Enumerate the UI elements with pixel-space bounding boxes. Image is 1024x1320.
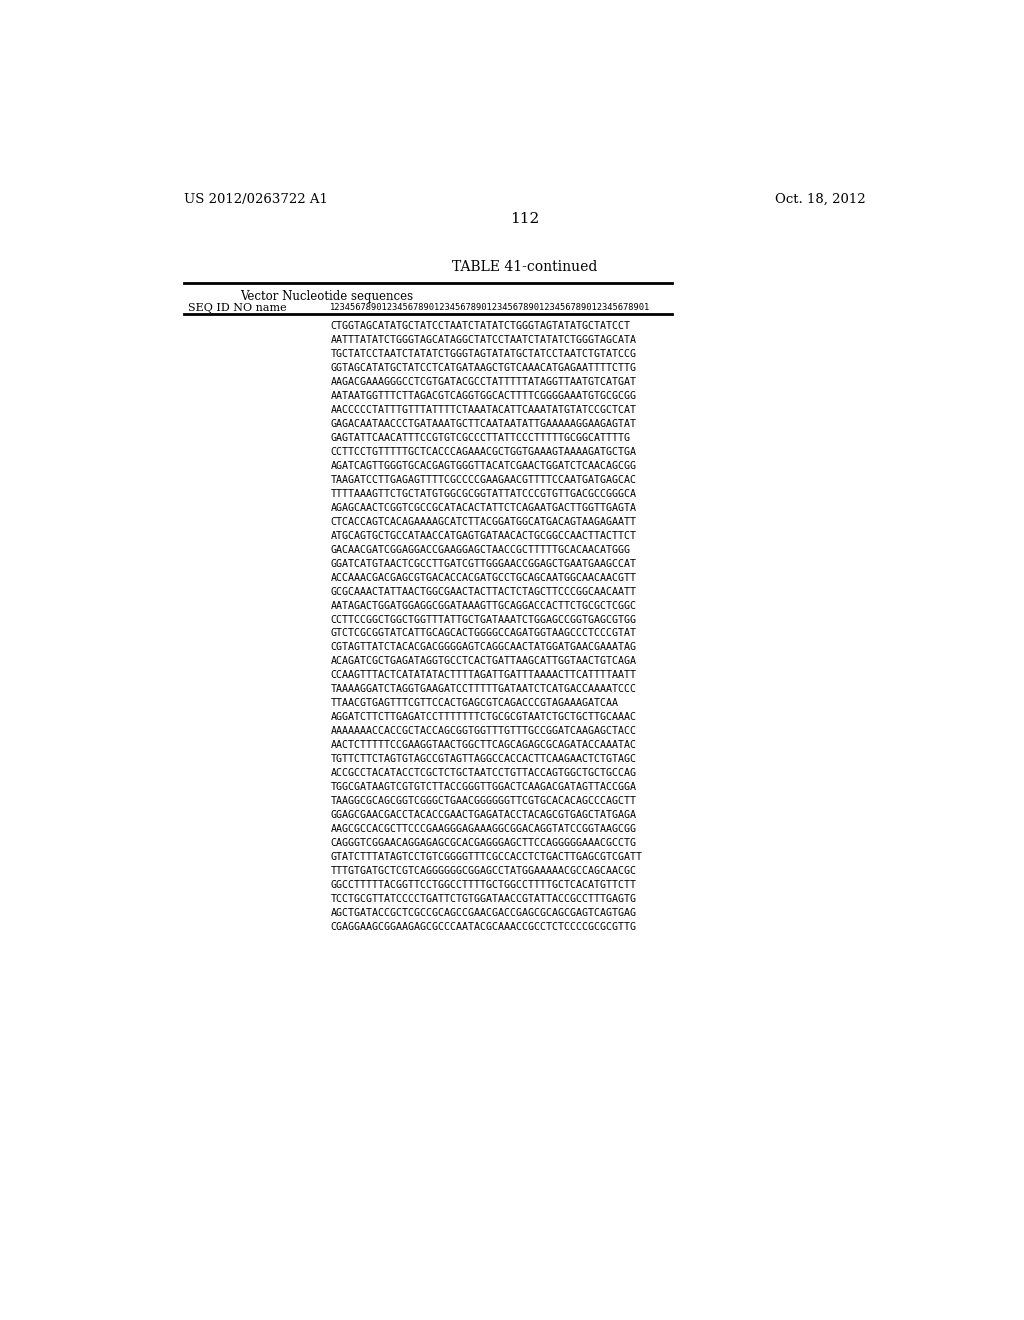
- Text: GGAGCGAACGACCTACACCGAACTGAGATACCTACAGCGTGAGCTATGAGA: GGAGCGAACGACCTACACCGAACTGAGATACCTACAGCGT…: [331, 810, 636, 820]
- Text: TGGCGATAAGTCGTGTCTTACCGGGTTGGACTCAAGACGATAGTTACCGGA: TGGCGATAAGTCGTGTCTTACCGGGTTGGACTCAAGACGA…: [331, 783, 636, 792]
- Text: AGCTGATACCGCTCGCCGCAGCCGAACGACCGAGCGCAGCGAGTCAGTGAG: AGCTGATACCGCTCGCCGCAGCCGAACGACCGAGCGCAGC…: [331, 908, 636, 917]
- Text: GAGACAATAACCCTGATAAATGCTTCAATAATATTGAAAAAGGAAGAGTAT: GAGACAATAACCCTGATAAATGCTTCAATAATATTGAAAA…: [331, 418, 636, 429]
- Text: GACAACGATCGGAGGACCGAAGGAGCTAACCGCTTTTTGCACAACATGGG: GACAACGATCGGAGGACCGAAGGAGCTAACCGCTTTTTGC…: [331, 545, 631, 554]
- Text: GGTAGCATATGCTATCCTCATGATAAGCTGTCAAACATGAGAATTTTCTTG: GGTAGCATATGCTATCCTCATGATAAGCTGTCAAACATGA…: [331, 363, 636, 374]
- Text: ACAGATCGCTGAGATAGGTGCCTCACTGATTAAGCATTGGTAACTGTCAGA: ACAGATCGCTGAGATAGGTGCCTCACTGATTAAGCATTGG…: [331, 656, 636, 667]
- Text: AACTCTTTTTCCGAAGGTAACTGGCTTCAGCAGAGCGCAGATACCAAATAC: AACTCTTTTTCCGAAGGTAACTGGCTTCAGCAGAGCGCAG…: [331, 741, 636, 750]
- Text: GGCCTTTTTACGGTTCCTGGCCTTTTGCTGGCCTTTTGCTCACATGTTCTT: GGCCTTTTTACGGTTCCTGGCCTTTTGCTGGCCTTTTGCT…: [331, 880, 636, 890]
- Text: TTTTAAAGTTCTGCTATGTGGCGCGGTATTATCCCGTGTTGACGCCGGGCA: TTTTAAAGTTCTGCTATGTGGCGCGGTATTATCCCGTGTT…: [331, 488, 636, 499]
- Text: TTAACGTGAGTTTCGTTCCACTGAGCGTCAGACCCGTAGAAAGATCAA: TTAACGTGAGTTTCGTTCCACTGAGCGTCAGACCCGTAGA…: [331, 698, 618, 709]
- Text: CCTTCCGGCTGGCTGGTTTATTGCTGATAAATCTGGAGCCGGTGAGCGTGG: CCTTCCGGCTGGCTGGTTTATTGCTGATAAATCTGGAGCC…: [331, 615, 636, 624]
- Text: Vector Nucleotide sequences: Vector Nucleotide sequences: [240, 289, 413, 302]
- Text: CGTAGTTATCTACACGACGGGGAGTCAGGCAACTATGGATGAACGAAATAG: CGTAGTTATCTACACGACGGGGAGTCAGGCAACTATGGAT…: [331, 643, 636, 652]
- Text: SEQ ID NO name: SEQ ID NO name: [187, 302, 286, 313]
- Text: AAGCGCCACGCTTCCCGAAGGGAGAAAGGCGGACAGGTATCCGGTAAGCGG: AAGCGCCACGCTTCCCGAAGGGAGAAAGGCGGACAGGTAT…: [331, 824, 636, 834]
- Text: AATTTATATCTGGGTAGCATAGGCTATCCTAATCTATATCTGGGTAGCATA: AATTTATATCTGGGTAGCATAGGCTATCCTAATCTATATC…: [331, 335, 636, 345]
- Text: TGTTCTTCTAGTGTAGCCGTAGTTAGGCCACCACTTCAAGAACTCTGTAGC: TGTTCTTCTAGTGTAGCCGTAGTTAGGCCACCACTTCAAG…: [331, 754, 636, 764]
- Text: GTATCTTTATAGTCCTGTCGGGGTTTCGCCACCTCTGACTTGAGCGTCGATT: GTATCTTTATAGTCCTGTCGGGGTTTCGCCACCTCTGACT…: [331, 853, 642, 862]
- Text: GAGTATTCAACATTTCCGTGTCGCCCTTATTCCCTTTTTGCGGCATTTTG: GAGTATTCAACATTTCCGTGTCGCCCTTATTCCCTTTTTG…: [331, 433, 631, 442]
- Text: US 2012/0263722 A1: US 2012/0263722 A1: [183, 193, 328, 206]
- Text: CCAAGTTTACTCATATATACTTTTAGATTGATTTAAAACTTCATTTTAATT: CCAAGTTTACTCATATATACTTTTAGATTGATTTAAAACT…: [331, 671, 636, 680]
- Text: CCTTCCTGTTTTTGCTCACCCAGAAACGCTGGTGAAAGTAAAAGATGCTGA: CCTTCCTGTTTTTGCTCACCCAGAAACGCTGGTGAAAGTA…: [331, 446, 636, 457]
- Text: AACCCCCTATTTGTTTATTTTCTAAATACATTCAAATATGTATCCGCTCAT: AACCCCCTATTTGTTTATTTTCTAAATACATTCAAATATG…: [331, 405, 636, 414]
- Text: AAAAAAACCACCGCTACCAGCGGTGGTTTGTTTGCCGGATCAAGAGCTACC: AAAAAAACCACCGCTACCAGCGGTGGTTTGTTTGCCGGAT…: [331, 726, 636, 737]
- Text: 1234567890123456789012345678901234567890123456789012345678901: 1234567890123456789012345678901234567890…: [331, 302, 650, 312]
- Text: TTTGTGATGCTCGTCAGGGGGGCGGAGCCTATGGAAAAACGCCAGCAACGC: TTTGTGATGCTCGTCAGGGGGGCGGAGCCTATGGAAAAAC…: [331, 866, 636, 876]
- Text: TAAGATCCTTGAGAGTTTTCGCCCCGAAGAACGTTTTCCAATGATGAGCAC: TAAGATCCTTGAGAGTTTTCGCCCCGAAGAACGTTTTCCA…: [331, 475, 636, 484]
- Text: TGCTATCCTAATCTATATCTGGGTAGTATATGCTATCCTAATCTGTATCCG: TGCTATCCTAATCTATATCTGGGTAGTATATGCTATCCTA…: [331, 348, 636, 359]
- Text: 112: 112: [510, 213, 540, 226]
- Text: CGAGGAAGCGGAAGAGCGCCCAATACGCAAACCGCCTCTCCCCGCGCGTTG: CGAGGAAGCGGAAGAGCGCCCAATACGCAAACCGCCTCTC…: [331, 921, 636, 932]
- Text: CAGGGTCGGAACAGGAGAGCGCACGAGGGAGCTTCCAGGGGGAAACGCCTG: CAGGGTCGGAACAGGAGAGCGCACGAGGGAGCTTCCAGGG…: [331, 838, 636, 849]
- Text: AAGACGAAAGGGCCTCGTGATACGCCTATTTTTATAGGTTAATGTCATGAT: AAGACGAAAGGGCCTCGTGATACGCCTATTTTTATAGGTT…: [331, 378, 636, 387]
- Text: GCGCAAACTATTAACTGGCGAACTACTTACTCTAGCTTCCCGGCAACAATT: GCGCAAACTATTAACTGGCGAACTACTTACTCTAGCTTCC…: [331, 586, 636, 597]
- Text: AATAATGGTTTCTTAGACGTCAGGTGGCACTTTTCGGGGAAATGTGCGCGG: AATAATGGTTTCTTAGACGTCAGGTGGCACTTTTCGGGGA…: [331, 391, 636, 401]
- Text: AATAGACTGGATGGAGGCGGATAAAGTTGCAGGACCACTTCTGCGCTCGGC: AATAGACTGGATGGAGGCGGATAAAGTTGCAGGACCACTT…: [331, 601, 636, 611]
- Text: AGATCAGTTGGGTGCACGAGTGGGTTACATCGAACTGGATCTCAACAGCGG: AGATCAGTTGGGTGCACGAGTGGGTTACATCGAACTGGAT…: [331, 461, 636, 471]
- Text: ATGCAGTGCTGCCATAACCATGAGTGATAACACTGCGGCCAACTTACTTCT: ATGCAGTGCTGCCATAACCATGAGTGATAACACTGCGGCC…: [331, 531, 636, 541]
- Text: GTCTCGCGGTATCATTGCAGCACTGGGGCCAGATGGTAAGCCCTCCCGTAT: GTCTCGCGGTATCATTGCAGCACTGGGGCCAGATGGTAAG…: [331, 628, 636, 639]
- Text: GGATCATGTAACTCGCCTTGATCGTTGGGAACCGGAGCTGAATGAAGCCAT: GGATCATGTAACTCGCCTTGATCGTTGGGAACCGGAGCTG…: [331, 558, 636, 569]
- Text: ACCGCCTACATACCTCGCTCTGCTAATCCTGTTACCAGTGGCTGCTGCCAG: ACCGCCTACATACCTCGCTCTGCTAATCCTGTTACCAGTG…: [331, 768, 636, 779]
- Text: TABLE 41-continued: TABLE 41-continued: [453, 260, 597, 275]
- Text: AGAGCAACTCGGTCGCCGCATACACTATTCTCAGAATGACTTGGTTGAGTA: AGAGCAACTCGGTCGCCGCATACACTATTCTCAGAATGAC…: [331, 503, 636, 512]
- Text: CTCACCAGTCACAGAAAAGCATCTTACGGATGGCATGACAGTAAGAGAATT: CTCACCAGTCACAGAAAAGCATCTTACGGATGGCATGACA…: [331, 516, 636, 527]
- Text: ACCAAACGACGAGCGTGACACCACGATGCCTGCAGCAATGGCAACAACGTT: ACCAAACGACGAGCGTGACACCACGATGCCTGCAGCAATG…: [331, 573, 636, 582]
- Text: TAAGGCGCAGCGGTCGGGCTGAACGGGGGGTTCGTGCACACAGCCCAGCTT: TAAGGCGCAGCGGTCGGGCTGAACGGGGGGTTCGTGCACA…: [331, 796, 636, 807]
- Text: TCCTGCGTTATCCCCTGATTCTGTGGATAACCGTATTACCGCCTTTGAGTG: TCCTGCGTTATCCCCTGATTCTGTGGATAACCGTATTACC…: [331, 894, 636, 904]
- Text: Oct. 18, 2012: Oct. 18, 2012: [775, 193, 866, 206]
- Text: AGGATCTTCTTGAGATCCTTTTTTTCTGCGCGTAATCTGCTGCTTGCAAAC: AGGATCTTCTTGAGATCCTTTTTTTCTGCGCGTAATCTGC…: [331, 713, 636, 722]
- Text: CTGGTAGCATATGCTATCCTAATCTATATCTGGGTAGTATATGCTATCCT: CTGGTAGCATATGCTATCCTAATCTATATCTGGGTAGTAT…: [331, 321, 631, 331]
- Text: TAAAAGGATCTAGGTGAAGATCCTTTTTGATAATCTCATGACCAAAATCCC: TAAAAGGATCTAGGTGAAGATCCTTTTTGATAATCTCATG…: [331, 684, 636, 694]
